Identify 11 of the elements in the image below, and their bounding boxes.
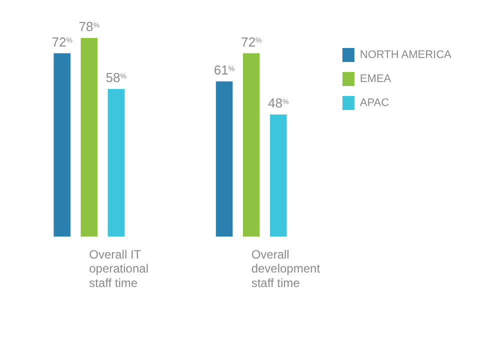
bar [108,88,125,237]
x-tick-label: Overall development staff time [251,247,321,290]
bar [270,114,287,237]
bar [216,81,233,237]
bar [242,53,260,237]
x-tick-label: Overall IT operational staff time [89,247,148,290]
bar [54,53,70,237]
legend-label: EMEA [360,73,392,86]
legend-label: NORTH AMERICA [360,49,452,62]
bar [80,38,98,237]
legend-label: APAC [360,97,390,110]
